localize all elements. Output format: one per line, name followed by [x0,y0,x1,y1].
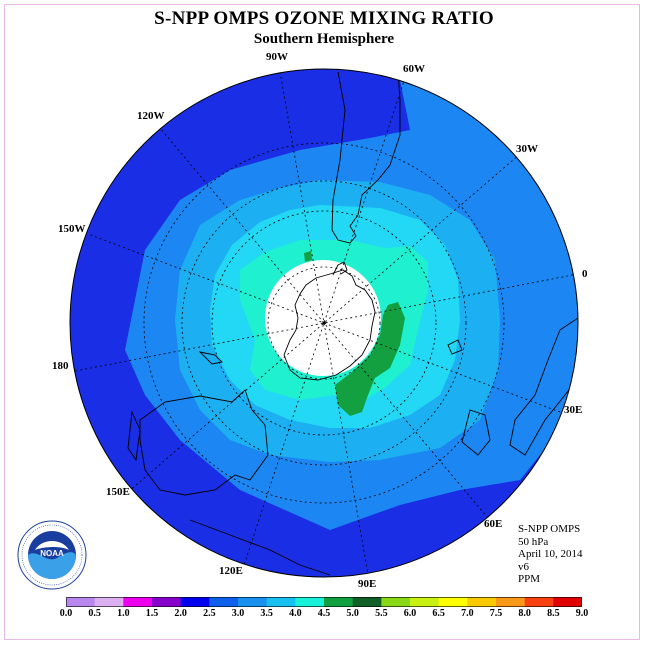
info-version: v6 [518,560,529,573]
colorbar-segment [467,597,497,607]
meridian-60w-120e [242,77,406,569]
lon-label-150w: 150W [58,223,86,235]
colorbar-segment [266,597,296,607]
colorbar-segment [410,597,439,607]
colorbar-segment [123,597,153,607]
meridian-30w-150e [127,153,521,493]
colorbar-tick-label: 7.5 [489,608,503,619]
ozone-region-4_5 [335,302,405,416]
colorbar-segment [553,597,582,607]
logo-text: NOAA [40,549,64,558]
colorbar-segment [180,597,210,607]
lon-label-90w: 90W [266,51,288,63]
graticule [70,69,578,577]
colorbar [66,597,582,607]
info-block: S-NPP OMPS 50 hPa April 10, 2014 v6 PPM [518,523,582,586]
colorbar-tick-label: 2.5 [203,608,216,619]
lon-label-120e: 120E [219,565,243,577]
ozone-field [70,69,578,577]
colorbar-tick-label: 3.5 [260,608,273,619]
colorbar-tick-label: 2.0 [174,608,187,619]
colorbar-segment [94,597,124,607]
colorbar-tick-label: 3.0 [231,608,245,619]
map-title: S-NPP OMPS OZONE MIXING RATIO [154,8,494,29]
lon-label-0: 0 [582,268,588,280]
latitude-circle-50s [143,142,505,504]
colorbar-tick-label: 6.5 [432,608,445,619]
south-america-coast [331,71,401,244]
colorbar-segment [496,597,525,607]
colorbar-tick-label: 1.0 [117,608,130,619]
map-subtitle: Southern Hemisphere [253,31,395,47]
colorbar-segment [152,597,181,607]
lon-label-60w: 60W [403,63,425,75]
colorbar-tick-label: 5.0 [346,608,359,619]
colorbar-tick-label: 5.5 [375,608,388,619]
noaa-logo: NOAA [17,520,87,590]
info-units: PPM [518,573,541,585]
info-date: April 10, 2014 [518,548,583,560]
colorbar-segment [324,597,353,607]
lon-label-120w: 120W [137,110,165,122]
kerguelen [447,339,463,355]
meridian-0-180 [70,273,578,373]
south-pole-dot [322,321,326,325]
madagascar-coast [461,409,491,456]
lon-label-90e: 90E [358,578,377,590]
colorbar-tick-label: 8.0 [518,608,531,619]
colorbar-tick-label: 4.5 [317,608,331,619]
info-pressure: 50 hPa [518,535,549,548]
colorbar-segment [295,597,325,607]
info-instrument: S-NPP OMPS [518,523,581,535]
colorbar-tick-label: 0.5 [88,608,101,619]
lon-label-30w: 30W [516,143,538,155]
australia-coast [139,389,269,496]
colorbar-tick-label: 1.5 [145,608,159,619]
figure-frame [4,4,640,640]
lon-label-60e: 60E [484,518,503,530]
colorbar-segment [381,597,411,607]
latitude-circle-80s [267,266,381,380]
polar-night-region [265,260,381,376]
colorbar-tick-label: 0.0 [59,608,73,619]
new-zealand-coast [127,410,141,462]
lon-label-30e: 30E [564,404,583,416]
colorbar-tick-label: 7.0 [461,608,474,619]
africa-coast [509,317,578,456]
map-boundary [69,68,579,578]
lon-label-180: 180 [52,360,69,372]
meridian-30e-150w [87,233,561,413]
colorbar-segment [352,597,382,607]
colorbar-segment [209,597,239,607]
colorbar-segment [238,597,267,607]
colorbar-tick-label: 6.0 [403,608,417,619]
latitude-circle-70s [211,210,437,436]
colorbar-segment [66,597,95,607]
colorbar-tick-label: 4.0 [289,608,302,619]
colorbar-tick-label: 8.5 [547,608,560,619]
colorbar-segment [524,597,554,607]
colorbar-tick-label: 9.0 [575,608,589,619]
indonesia-coast [189,519,331,576]
ozone-region-4_5-small [304,251,312,262]
lon-label-150e: 150E [106,486,130,498]
colorbar-segment [438,597,468,607]
islands-small [198,351,223,365]
latitude-circle-60s [181,180,467,466]
